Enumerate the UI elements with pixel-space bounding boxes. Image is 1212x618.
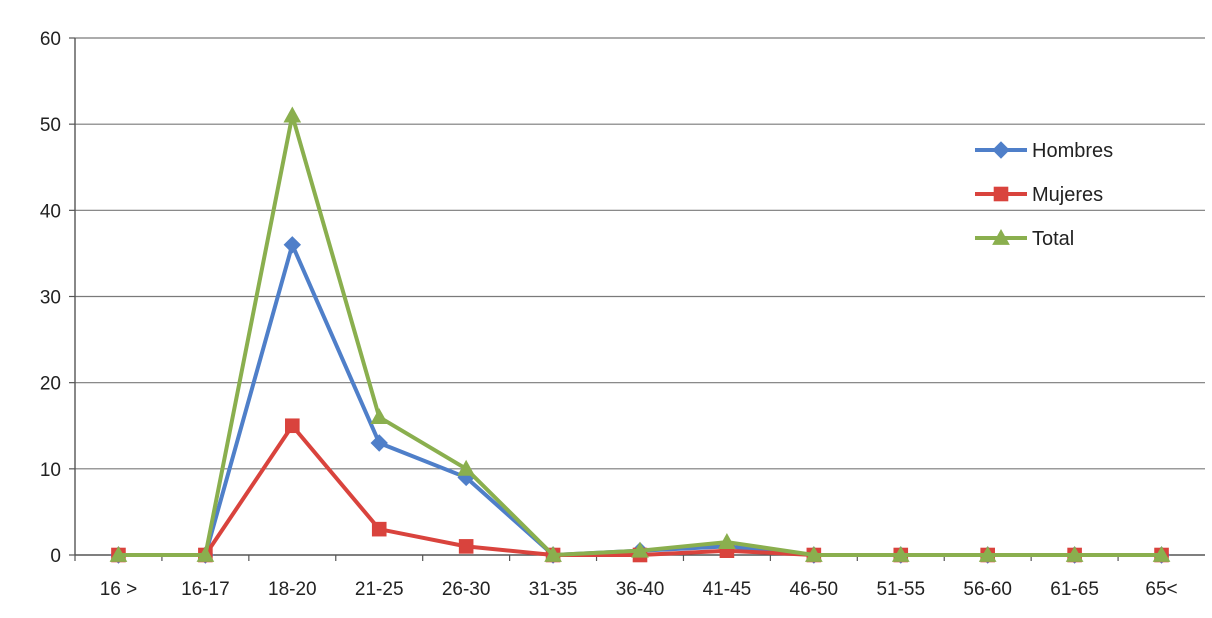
data-point <box>978 545 997 562</box>
y-tick-label: 30 <box>40 288 61 309</box>
x-tick-label: 46-50 <box>790 579 839 600</box>
x-tick-label: 21-25 <box>355 579 404 600</box>
legend-label: Hombres <box>1032 140 1113 162</box>
series-layer <box>109 106 1171 564</box>
y-tick-label: 50 <box>40 115 61 136</box>
data-point <box>1152 545 1171 562</box>
series-hombres <box>109 236 1171 564</box>
data-point <box>283 236 302 254</box>
legend-label: Mujeres <box>1032 184 1103 206</box>
data-point <box>1065 545 1084 562</box>
data-point <box>544 545 562 562</box>
series-mujeres <box>111 418 1169 563</box>
legend-marker <box>992 141 1010 159</box>
y-tick-label: 40 <box>40 201 61 222</box>
x-tick-label: 56-60 <box>963 579 1012 600</box>
data-point <box>891 545 910 562</box>
legend-label: Total <box>1032 228 1074 250</box>
data-point <box>804 545 823 562</box>
y-tick-label: 0 <box>50 546 61 567</box>
x-tick-labels: 16 > 16-17 18-20 21-25 26-30 31-35 36-40 41-45 4… <box>74 555 1178 600</box>
gridlines <box>69 37 1205 556</box>
y-tick-label: 60 <box>40 29 61 50</box>
x-tick-label: 16 > <box>100 579 138 600</box>
data-point <box>458 539 474 554</box>
data-point <box>718 533 736 549</box>
series-line <box>118 242 1162 557</box>
data-point <box>371 521 387 537</box>
x-tick-label: 61-65 <box>1050 579 1099 600</box>
series-total <box>109 106 1171 562</box>
legend-item: Total <box>975 228 1074 250</box>
legend-marker <box>992 228 1010 245</box>
data-point <box>631 541 649 558</box>
legend: Hombres Mujeres Total <box>975 140 1113 250</box>
data-point <box>283 106 302 123</box>
x-tick-label: 41-45 <box>703 579 752 600</box>
x-tick-label: 16-17 <box>181 579 230 600</box>
series-line <box>118 113 1162 557</box>
legend-marker <box>993 186 1009 202</box>
series-line <box>118 423 1162 557</box>
data-point <box>196 545 215 562</box>
data-point <box>285 418 300 434</box>
x-tick-label: 36-40 <box>616 579 665 600</box>
data-point <box>109 545 128 562</box>
x-tick-label: 26-30 <box>442 579 491 600</box>
y-tick-label: 20 <box>40 374 61 395</box>
x-tick-label: 31-35 <box>529 579 578 600</box>
data-point <box>457 459 476 476</box>
data-point <box>370 434 388 452</box>
data-point <box>370 408 389 425</box>
x-tick-label: 51-55 <box>876 579 925 600</box>
y-tick-labels: 0 10 20 30 40 50 60 <box>40 29 61 567</box>
x-tick-label: 65< <box>1145 579 1177 600</box>
x-tick-label: 18-20 <box>268 579 317 600</box>
y-tick-label: 10 <box>40 460 61 481</box>
legend-item: Hombres <box>975 140 1113 162</box>
legend-item: Mujeres <box>975 184 1103 206</box>
